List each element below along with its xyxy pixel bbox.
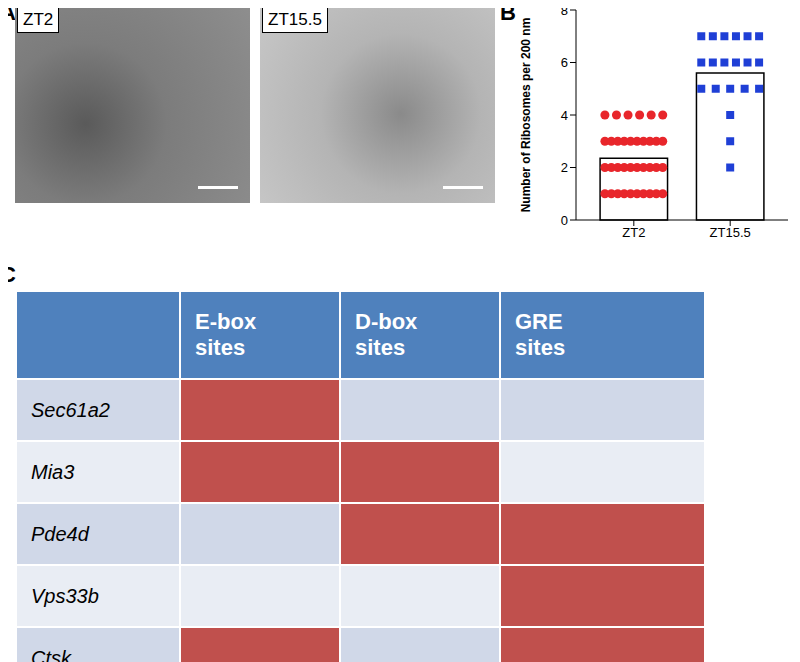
html-text:Pde4d: Pde4d [31,522,89,545]
html-text:GRE sites: GRE sites [515,309,566,360]
svg-text:2: 2 [561,160,568,175]
html-text:C: C [0,262,16,287]
svg-text:Number of Ribosomes per 200 nm: Number of Ribosomes per 200 nm [519,18,533,213]
svg-text:0: 0 [561,213,568,228]
svg-text:6: 6 [561,55,568,70]
svg-text:4: 4 [561,108,568,123]
html-text:D-box sites: D-box sites [355,309,418,360]
html-text:Vps33b: Vps33b [31,584,99,607]
html-text:Sec61a2: Sec61a2 [31,398,110,421]
html-text:Mia3: Mia3 [31,460,75,483]
html-text:E-box sites: E-box sites [195,309,257,360]
html-text:A ZT2: A ZT2 [0,0,54,29]
svg-text:ZT2: ZT2 [622,225,645,240]
svg-text:8: 8 [561,8,568,18]
html-text:ZT15.5: ZT15.5 [268,10,322,29]
html-text:B: B [500,0,516,25]
svg-text:ZT15.5: ZT15.5 [710,225,751,240]
